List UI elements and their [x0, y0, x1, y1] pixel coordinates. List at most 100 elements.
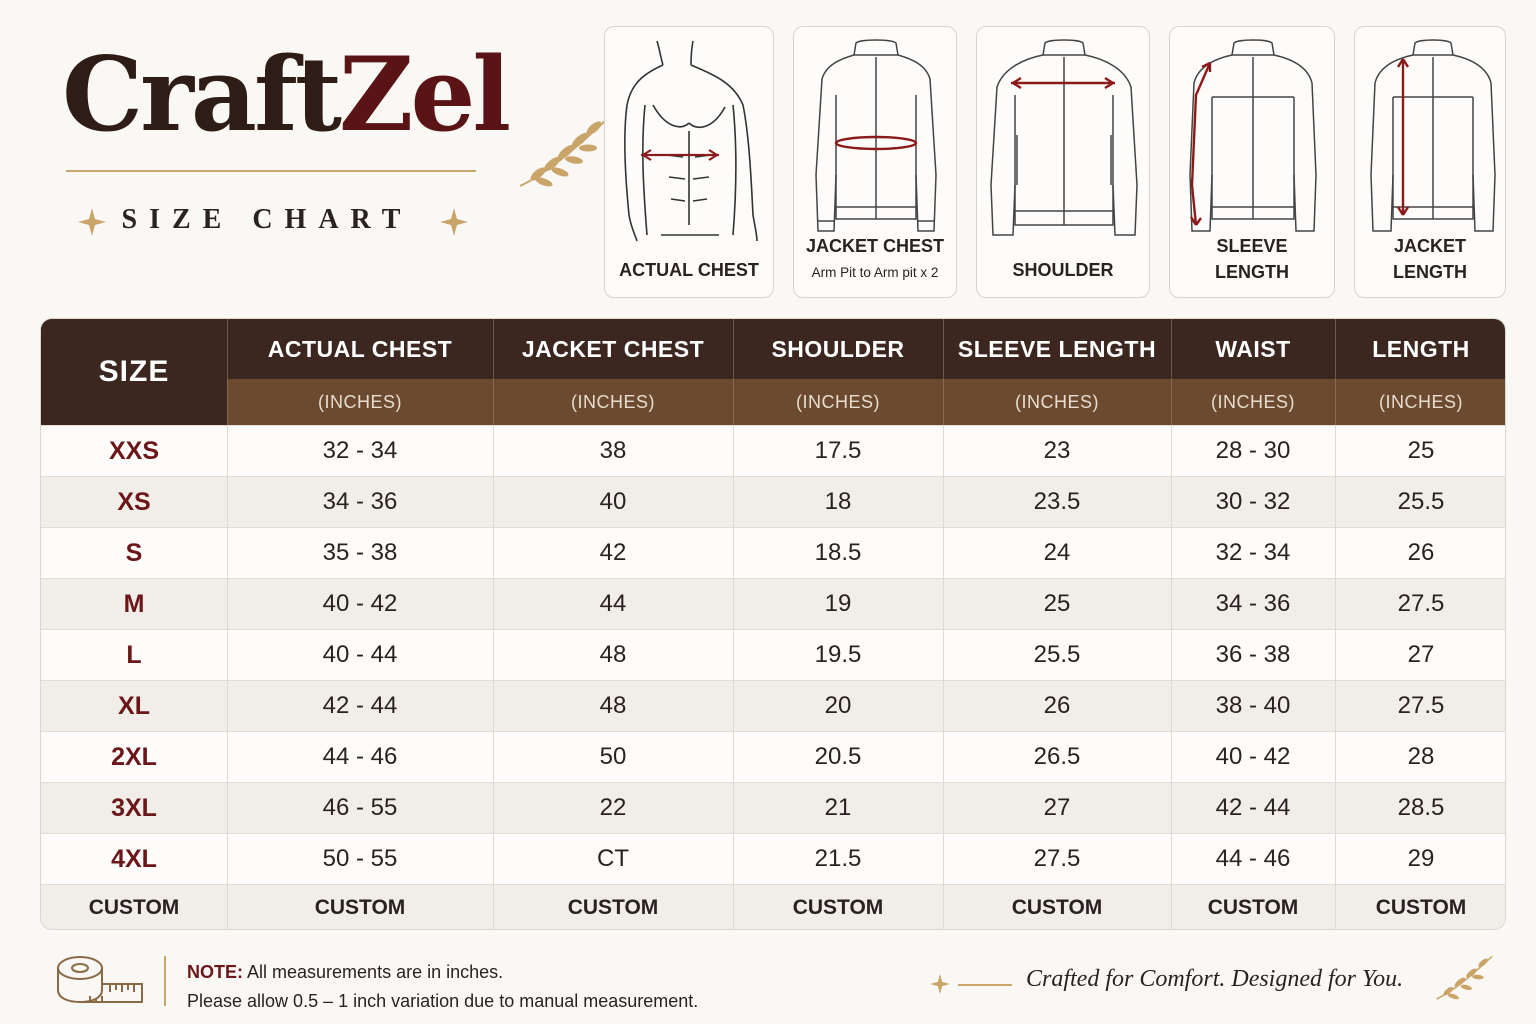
tagline-rule	[958, 984, 1012, 986]
jacket-sleeve-icon	[1189, 39, 1317, 232]
table-header-row	[41, 319, 1505, 379]
measurement-cell: 21.5	[814, 845, 862, 872]
measurement-cell: 32 - 34	[1215, 539, 1291, 566]
measurement-cell: CT	[597, 845, 629, 872]
measurement-cell: 18	[824, 488, 852, 515]
measurement-cell: 17.5	[814, 437, 862, 464]
table-unit-row	[227, 379, 1505, 425]
measuring-tape-icon	[57, 956, 143, 1004]
measurement-cell: CUSTOM	[567, 896, 659, 919]
brand-name-part1: Craft	[62, 35, 342, 155]
note-line2: Please allow 0.5 – 1 inch variation due …	[187, 991, 699, 1011]
card-shoulder-label: SHOULDER	[1012, 260, 1114, 280]
measurement-cell: 20	[824, 692, 852, 719]
measurement-cell: 34 - 36	[322, 488, 398, 515]
footer-note: NOTE: All measurements are in inches. Pl…	[187, 958, 698, 1016]
measurement-cell: 23.5	[1033, 488, 1081, 515]
measurement-cell: 22	[599, 794, 627, 821]
header-sleeve-length: SLEEVE LENGTH	[957, 335, 1157, 362]
measurement-cell: 34 - 36	[1215, 590, 1291, 617]
unit-shoulder: (INCHES)	[796, 391, 880, 412]
sparkle-icon	[78, 208, 106, 236]
measurement-cell: 19	[824, 590, 852, 617]
jacket-shoulder-icon	[990, 39, 1138, 236]
measurement-cell: 30 - 32	[1215, 488, 1291, 515]
measurement-cell: 46 - 55	[322, 794, 398, 821]
measurement-cell: 38 - 40	[1215, 692, 1291, 719]
measurement-cell: 40 - 42	[322, 590, 398, 617]
measurement-cell: 27	[1043, 794, 1071, 821]
header-divider	[733, 319, 734, 425]
size-cell: L	[126, 640, 142, 669]
measurement-cell: 40 - 44	[322, 641, 398, 668]
measurement-cell: 25.5	[1397, 488, 1445, 515]
unit-actual-chest: (INCHES)	[318, 391, 402, 412]
size-cell: 3XL	[111, 793, 157, 822]
laurel-branch-icon	[1436, 955, 1493, 1000]
card-jacket-chest-label: JACKET CHEST	[805, 236, 944, 256]
column-divider	[733, 425, 734, 929]
table-row: XS 34 - 36 40 18 23.5 30 - 32 25.5	[41, 476, 1505, 527]
card-sleeve-length-line1: SLEEVE	[1216, 236, 1288, 256]
jacket-length-icon	[1370, 39, 1496, 232]
header-actual-chest: ACTUAL CHEST	[267, 335, 453, 362]
card-actual-chest-label: ACTUAL CHEST	[619, 260, 759, 280]
laurel-branch-icon	[519, 119, 607, 187]
measurement-cell: 28	[1407, 743, 1435, 770]
measurement-cell: 50 - 55	[322, 845, 398, 872]
measurement-cell: CUSTOM	[1207, 896, 1299, 919]
unit-waist: (INCHES)	[1211, 391, 1295, 412]
measurement-cell: 48	[599, 641, 627, 668]
measurement-cell: 27.5	[1397, 692, 1445, 719]
table-row: XXS 32 - 34 38 17.5 23 28 - 30 25	[41, 425, 1505, 476]
measurement-cell: 26	[1407, 539, 1435, 566]
table-row: 3XL 46 - 55 22 21 27 42 - 44 28.5	[41, 782, 1505, 833]
header-length: LENGTH	[1372, 335, 1470, 362]
measurement-cell: 23	[1043, 437, 1071, 464]
brand-block: CraftZel SIZE CHART	[62, 44, 607, 254]
card-jacket-length-line2: LENGTH	[1393, 262, 1467, 282]
header-divider	[1335, 319, 1336, 425]
column-divider	[493, 425, 494, 929]
measurement-cell: CUSTOM	[1011, 896, 1103, 919]
header-jacket-chest: JACKET CHEST	[521, 335, 705, 362]
card-jacket-length: JACKET LENGTH	[1354, 26, 1506, 298]
card-jacket-chest-sub: Arm Pit to Arm pit x 2	[811, 265, 939, 280]
header-divider	[227, 319, 228, 425]
size-column-header: SIZE	[41, 319, 227, 425]
card-sleeve-length-label: SLEEVE LENGTH	[1170, 233, 1334, 285]
table-row: S 35 - 38 42 18.5 24 32 - 34 26	[41, 527, 1505, 578]
measurement-cell: 25	[1407, 437, 1435, 464]
table-row: XL 42 - 44 48 20 26 38 - 40 27.5	[41, 680, 1505, 731]
unit-length: (INCHES)	[1379, 391, 1463, 412]
header-shoulder: SHOULDER	[771, 335, 905, 362]
card-jacket-chest: JACKET CHEST Arm Pit to Arm pit x 2	[793, 26, 957, 298]
tagline: Crafted for Comfort. Designed for You.	[1026, 966, 1404, 992]
column-divider	[943, 425, 944, 929]
measurement-cell: 38	[599, 437, 627, 464]
unit-sleeve-length: (INCHES)	[1015, 391, 1099, 412]
measurement-cell: 42 - 44	[322, 692, 398, 719]
size-cell: S	[125, 538, 143, 567]
measurement-cell: 26	[1043, 692, 1071, 719]
size-chart-title: SIZE CHART	[121, 204, 413, 235]
card-sleeve-length: SLEEVE LENGTH	[1169, 26, 1335, 298]
measurement-cell: 44 - 46	[322, 743, 398, 770]
measurement-cell: 27	[1407, 641, 1435, 668]
size-cell: M	[123, 589, 145, 618]
measurement-cell: 26.5	[1033, 743, 1081, 770]
sparkle-icon	[440, 208, 468, 236]
measurement-cell: 35 - 38	[322, 539, 398, 566]
header-waist: WAIST	[1215, 335, 1291, 362]
brand-divider	[66, 170, 476, 172]
measurement-cell: 28 - 30	[1215, 437, 1291, 464]
measurement-cell: 44 - 46	[1215, 845, 1291, 872]
size-cell: 2XL	[111, 742, 157, 771]
table-row: CUSTOM CUSTOM CUSTOM CUSTOM CUSTOM CUSTOM CUST…	[41, 884, 1505, 929]
brand-logo-text: CraftZel	[62, 44, 511, 146]
column-divider	[227, 425, 228, 929]
measurement-cell: 32 - 34	[322, 437, 398, 464]
size-cell: XL	[118, 691, 150, 720]
measurement-cell: 42 - 44	[1215, 794, 1291, 821]
jacket-chest-icon	[815, 39, 937, 232]
